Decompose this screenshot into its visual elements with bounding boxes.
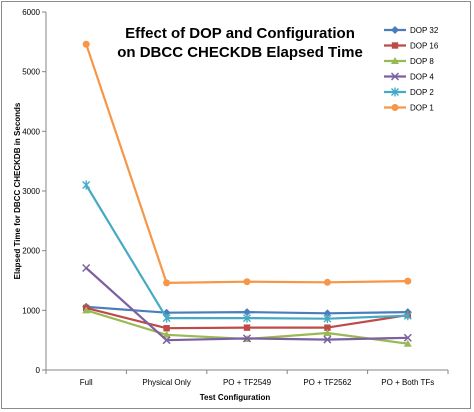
- x-tick-label: Physical Only: [142, 378, 190, 387]
- legend-marker: [391, 87, 399, 97]
- y-tick-label: 4000: [22, 127, 40, 136]
- legend-label: DOP 2: [410, 88, 434, 97]
- x-tick-label: PO + TF2549: [223, 378, 272, 387]
- series-dop-2: [82, 180, 412, 324]
- data-point: [323, 309, 332, 318]
- x-tick-label: PO + TF2562: [303, 378, 352, 387]
- legend-entry: DOP 1: [384, 104, 434, 113]
- data-point: [323, 335, 332, 344]
- x-tick-label: Full: [80, 378, 93, 387]
- data-point: [404, 277, 412, 285]
- data-point: [323, 278, 331, 286]
- series-line: [85, 184, 408, 320]
- data-point: [403, 333, 412, 342]
- legend-label: DOP 8: [410, 57, 434, 66]
- legend-label: DOP 1: [410, 104, 434, 113]
- data-point: [323, 329, 332, 337]
- legend-entry: DOP 16: [384, 42, 439, 51]
- data-point: [162, 336, 171, 345]
- data-point: [242, 334, 252, 343]
- chart-title-line-2: on DBCC CHECKDB Elapsed Time: [117, 44, 363, 61]
- legend-label: DOP 4: [410, 73, 434, 82]
- legend-marker: [391, 57, 399, 64]
- y-tick-label: 1000: [22, 306, 40, 315]
- legend-label: DOP 32: [410, 26, 439, 35]
- legend-entry: DOP 32: [384, 26, 439, 35]
- y-tick-label: 6000: [22, 8, 40, 17]
- data-point: [403, 311, 412, 321]
- legend-entry: DOP 4: [384, 72, 434, 82]
- series-line: [85, 43, 408, 284]
- y-tick-label: 0: [36, 366, 41, 375]
- series-dop-1: [82, 40, 412, 287]
- data-point: [82, 263, 91, 273]
- data-point: [82, 40, 90, 48]
- legend-marker: [391, 42, 399, 49]
- x-axis-title: Test Configuration: [200, 393, 271, 402]
- legend-entry: DOP 8: [384, 57, 434, 66]
- legend-entry: DOP 2: [384, 87, 434, 97]
- data-point: [163, 279, 171, 287]
- data-point: [324, 324, 331, 331]
- legend-label: DOP 16: [410, 42, 439, 51]
- data-point: [163, 325, 170, 332]
- legend-marker: [390, 72, 400, 81]
- x-axis-ticks: Full Physical Only PO + TF2549 PO + TF2562 P…: [45, 370, 449, 387]
- data-point: [403, 339, 412, 347]
- data-point: [162, 313, 171, 323]
- y-axis-title: Elapsed Time for DBCC CHECKDB in Seconds: [13, 102, 22, 279]
- data-point: [243, 313, 251, 323]
- data-point: [243, 324, 251, 331]
- chart-title-line-1: Effect of DOP and Configuration: [125, 25, 355, 42]
- y-tick-label: 3000: [22, 187, 40, 196]
- y-tick-label: 2000: [22, 247, 40, 256]
- chart-title: Effect of DOP and Configuration on DBCC …: [117, 25, 363, 61]
- data-point: [162, 330, 171, 338]
- data-point: [82, 180, 91, 190]
- data-point: [243, 308, 251, 317]
- plot-area: [82, 40, 412, 347]
- data-point: [243, 278, 251, 286]
- x-tick-label: PO + Both TFs: [381, 378, 434, 387]
- legend-marker: [391, 26, 399, 34]
- data-point: [323, 314, 332, 324]
- series-dop-4: [82, 263, 412, 345]
- legend-marker: [391, 104, 399, 111]
- legend: DOP 32 DOP 16 DOP 8 DOP 4 DOP 2 DOP 1: [384, 26, 439, 113]
- data-point: [82, 306, 91, 314]
- y-tick-label: 5000: [22, 68, 40, 77]
- y-axis-ticks: 0 1000 2000 3000 4000 5000 6000: [22, 8, 46, 375]
